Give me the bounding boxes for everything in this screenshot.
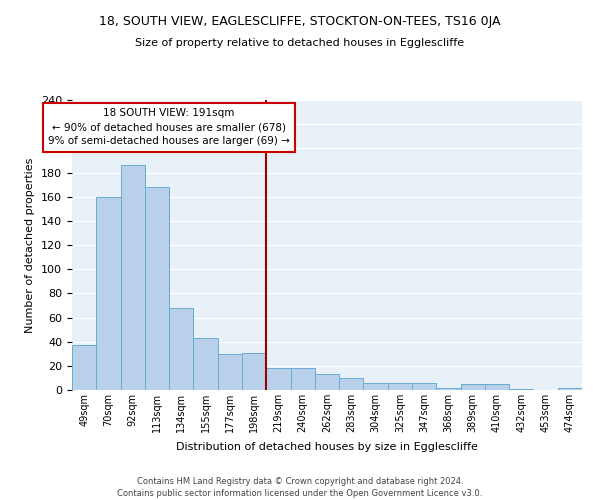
Bar (509, 389, 533, 390)
Text: Distribution of detached houses by size in Egglescliffe: Distribution of detached houses by size … (176, 442, 478, 452)
Bar (193, 338, 218, 390)
Bar (121, 166, 145, 390)
Bar (461, 384, 485, 390)
Text: Size of property relative to detached houses in Egglescliffe: Size of property relative to detached ho… (136, 38, 464, 48)
Text: 18, SOUTH VIEW, EAGLESCLIFFE, STOCKTON-ON-TEES, TS16 0JA: 18, SOUTH VIEW, EAGLESCLIFFE, STOCKTON-O… (99, 15, 501, 28)
Bar (290, 368, 315, 390)
Y-axis label: Number of detached properties: Number of detached properties (25, 158, 35, 332)
Bar (339, 378, 364, 390)
Bar (266, 368, 290, 390)
Bar (436, 388, 461, 390)
Bar (315, 374, 339, 390)
Text: Contains HM Land Registry data © Crown copyright and database right 2024.
Contai: Contains HM Land Registry data © Crown c… (118, 476, 482, 498)
Bar (242, 352, 266, 390)
Bar (169, 308, 193, 390)
Bar (558, 388, 582, 390)
Bar (72, 346, 96, 390)
Bar (485, 384, 509, 390)
Bar (364, 383, 388, 390)
Bar (412, 383, 436, 390)
Bar (218, 354, 242, 390)
Text: 18 SOUTH VIEW: 191sqm
← 90% of detached houses are smaller (678)
9% of semi-deta: 18 SOUTH VIEW: 191sqm ← 90% of detached … (48, 108, 290, 146)
Bar (145, 187, 169, 390)
Bar (388, 383, 412, 390)
Bar (96, 196, 121, 390)
